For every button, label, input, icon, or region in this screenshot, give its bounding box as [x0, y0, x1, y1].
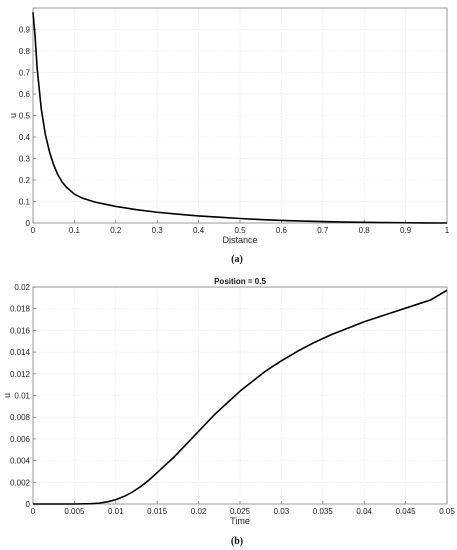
- x-tick-label: 0.03: [274, 507, 290, 516]
- y-tick-label: 0.018: [10, 305, 31, 314]
- y-tick-label: 0.006: [10, 435, 31, 444]
- y-tick-label: 0.02: [14, 283, 30, 292]
- x-axis-label: Time: [230, 516, 250, 526]
- x-tick-label: 0.04: [356, 507, 372, 516]
- x-tick-label: 0.6: [276, 226, 288, 235]
- y-tick-label: 0: [26, 219, 31, 228]
- y-tick-label: 0.008: [10, 413, 31, 422]
- y-tick-label: 0.5: [19, 112, 31, 121]
- plot-frame: [32, 7, 448, 224]
- y-tick-label: 0: [26, 500, 31, 509]
- figure-caption: (a): [231, 254, 243, 265]
- x-tick-label: 0.5: [234, 226, 246, 235]
- y-axis-label: u: [8, 113, 18, 118]
- y-tick-label: 0.002: [10, 478, 31, 487]
- y-axis-label: u: [2, 393, 12, 398]
- y-tick-label: 0.8: [19, 47, 31, 56]
- y-tick-label: 0.016: [10, 326, 31, 335]
- x-tick-label: 0.005: [64, 507, 85, 516]
- x-tick-label: 0.01: [108, 507, 124, 516]
- y-tick-label: 0.012: [10, 370, 31, 379]
- y-tick-label: 0.1: [19, 198, 31, 207]
- y-tick-label: 0.6: [19, 90, 31, 99]
- x-tick-label: 0.1: [69, 226, 81, 235]
- y-tick-label: 0.2: [19, 176, 31, 185]
- y-tick-label: 0.7: [19, 69, 31, 78]
- x-tick-label: 0.035: [313, 507, 334, 516]
- y-tick-label: 0.004: [10, 457, 31, 466]
- x-tick-label: 0: [31, 226, 36, 235]
- x-tick-label: 0.3: [152, 226, 164, 235]
- y-tick-label: 0.9: [19, 26, 31, 35]
- x-tick-label: 0.05: [439, 507, 455, 516]
- x-tick-label: 0.025: [230, 507, 251, 516]
- x-tick-label: 0: [31, 507, 36, 516]
- x-tick-label: 0.2: [110, 226, 122, 235]
- chart-title: Position = 0.5: [214, 277, 266, 286]
- x-tick-label: 0.02: [191, 507, 207, 516]
- x-tick-label: 0.4: [193, 226, 205, 235]
- x-tick-label: 0.7: [317, 226, 329, 235]
- figure-caption: (b): [231, 536, 243, 547]
- chart-b: 0 0.005 0.01 0.015 0.02 0.025 0.03 0.035 0.04 0.0…: [2, 277, 455, 547]
- x-tick-label: 1: [445, 226, 450, 235]
- x-axis-label: Distance: [222, 235, 257, 245]
- x-tick-label: 0.8: [359, 226, 371, 235]
- chart-a: 0 0.1 0.2 0.3 0.4 0.5 0.6 0.7 0.8 0.9 1 0 0.1 0.2 0.3 0…: [8, 7, 450, 265]
- series-line-0: [33, 289, 448, 505]
- y-tick-label: 0.4: [19, 133, 31, 142]
- y-tick-label: 0.014: [10, 348, 31, 357]
- x-tick-label: 0.9: [400, 226, 412, 235]
- plot-frame: [32, 286, 448, 505]
- y-tick-label: 0.01: [14, 392, 30, 401]
- y-tick-label: 0.3: [19, 155, 31, 164]
- x-tick-label: 0.045: [396, 507, 417, 516]
- x-tick-label: 0.015: [147, 507, 168, 516]
- series-line-0: [32, 12, 448, 224]
